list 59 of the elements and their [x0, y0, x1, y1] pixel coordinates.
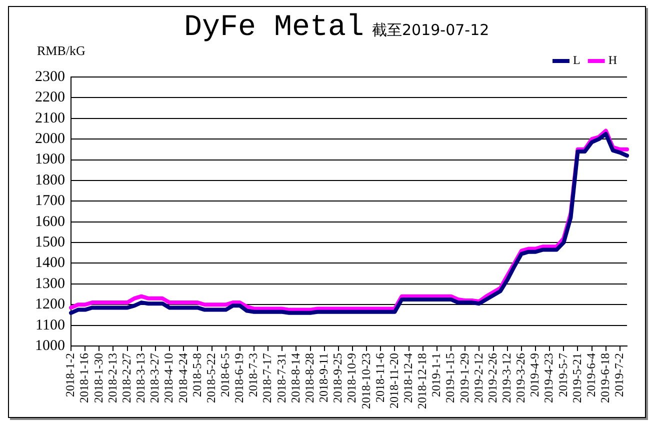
legend-label: H: [608, 53, 618, 68]
x-tick-label: 2018-11-6: [372, 353, 387, 403]
x-tick-label: 2019-4-23: [542, 353, 556, 404]
x-tick-label: 2018-12-18: [415, 353, 430, 410]
x-tick-label: 2018-7-17: [260, 353, 274, 404]
x-tick-label: 2019-6-4: [584, 353, 598, 398]
x-tick-label: 2019-3-12: [500, 353, 514, 404]
x-tick-label: 2019-6-18: [598, 353, 612, 404]
x-tick-label: 2018-2-27: [119, 353, 134, 404]
x-tick-label: 2018-2-13: [105, 353, 120, 404]
x-tick-label: 2019-7-2: [612, 353, 626, 398]
x-tick-label: 2018-1-16: [77, 353, 92, 404]
y-tick-label: 1800: [35, 172, 65, 188]
x-tick-label: 2018-6-5: [218, 353, 232, 398]
y-axis-title: RMB/kG: [37, 43, 86, 59]
x-tick-label: 2018-5-22: [204, 353, 218, 404]
y-tick-label: 1600: [35, 214, 65, 230]
y-tick-label: 1900: [35, 152, 65, 168]
x-tick-label: 2019-1-29: [457, 353, 472, 404]
y-tick-label: 1400: [35, 255, 65, 272]
y-tick-label: 2300: [35, 68, 65, 85]
x-tick-label: 2019-2-26: [485, 353, 500, 404]
x-tick-label: 2019-2-12: [471, 353, 486, 404]
x-tick-label: 2018-12-4: [400, 353, 415, 404]
x-tick-label: 2018-4-24: [176, 353, 190, 404]
x-tick-label: 2018-5-8: [190, 353, 204, 398]
x-tick-label: 2018-7-31: [274, 353, 288, 404]
x-tick-label: 2018-7-3: [246, 353, 260, 398]
legend-label: L: [573, 53, 580, 68]
x-tick-label: 2018-8-28: [302, 353, 316, 404]
x-tick-label: 2018-1-2: [63, 353, 78, 398]
y-tick-label: 1100: [36, 317, 65, 334]
x-tick-label: 2019-5-21: [570, 353, 584, 404]
x-tick-label: 2018-1-30: [91, 353, 106, 404]
x-tick-label: 2018-3-27: [148, 353, 162, 404]
x-tick-label: 2018-9-25: [330, 353, 345, 404]
chart-title: DyFe Metal: [184, 11, 364, 45]
x-tick-label: 2018-4-10: [162, 353, 176, 404]
x-tick-label: 2018-3-13: [134, 353, 148, 404]
x-tick-label: 2019-5-7: [556, 353, 570, 398]
x-tick-label: 2018-8-14: [288, 353, 302, 404]
x-tick-label: 2019-3-26: [514, 353, 528, 404]
y-tick-label: 2000: [35, 131, 65, 148]
x-tick-label: 2018-10-9: [344, 353, 359, 404]
y-tick-label: 1000: [35, 338, 65, 354]
y-tick-label: 1300: [35, 276, 65, 292]
y-tick-label: 1200: [35, 296, 65, 313]
chart-subtitle: 截至2019-07-12: [372, 21, 490, 40]
y-tick-label: 1500: [35, 234, 65, 250]
x-tick-label: 2019-4-9: [528, 353, 542, 398]
x-tick-label: 2018-11-20: [386, 353, 401, 409]
x-tick-label: 2018-6-19: [232, 353, 246, 404]
y-tick-label: 2200: [35, 90, 65, 106]
y-tick-label: 2100: [35, 110, 65, 126]
x-tick-label: 2019-1-1: [429, 353, 444, 398]
y-tick-label: 1700: [35, 193, 65, 210]
x-tick-label: 2018-10-23: [358, 353, 373, 410]
x-tick-label: 2018-9-11: [316, 353, 331, 403]
x-tick-label: 2019-1-15: [443, 353, 458, 404]
